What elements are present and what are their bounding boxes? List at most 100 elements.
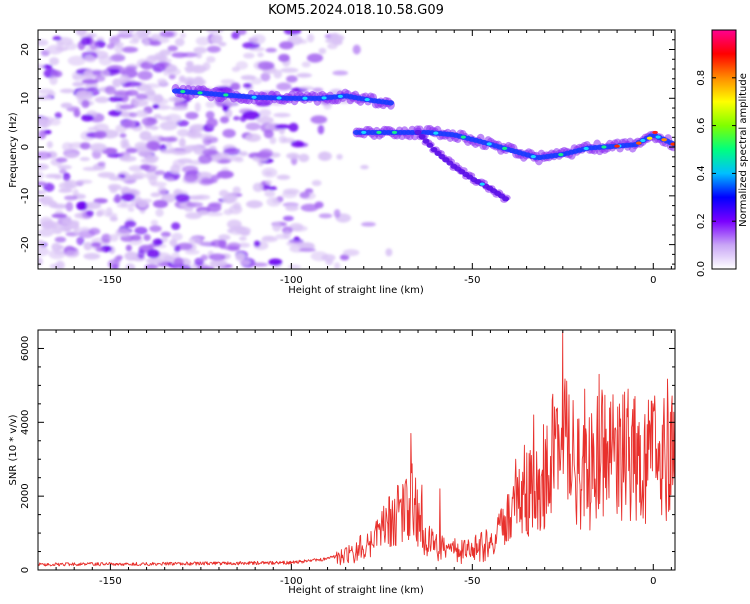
noise-blob [307,33,315,43]
noise-blob [311,179,322,187]
noise-blobs [38,30,393,269]
noise-blob [360,164,369,170]
noise-blob [54,112,62,119]
noise-blob [38,239,45,248]
ridge-peak [486,142,492,146]
noise-blob [83,69,93,78]
noise-blob [245,122,261,131]
noise-blob [233,116,240,121]
noise-blob [81,114,94,122]
noise-blob [84,55,97,63]
noise-blob [54,236,67,243]
noise-blob [310,115,328,124]
noise-blob [327,43,338,50]
noise-blob [114,45,124,53]
noise-blob [238,242,251,248]
ridge-core [418,134,426,140]
noise-blob [122,120,136,130]
noise-blob [317,124,325,135]
noise-blob [157,61,169,69]
noise-blob [134,226,148,235]
noise-blob [171,222,181,230]
noise-blob [101,233,112,243]
ridge-peak [502,146,508,151]
noise-blob [169,239,178,247]
noise-blob [235,253,245,262]
noise-blob [202,148,218,156]
ridge-hotspot [670,142,675,146]
noise-blob [278,135,287,144]
noise-blob [336,153,343,160]
noise-blob [55,260,65,269]
noise-blob [296,73,312,78]
noise-blob [38,257,43,266]
noise-blob [306,53,324,63]
noise-blob [299,85,314,91]
noise-blob [78,229,96,239]
noise-blob [332,70,349,76]
noise-blob [116,32,134,39]
colorbar-frame [711,29,737,270]
noise-blob [245,133,261,142]
noise-blob [206,56,216,63]
noise-blob [252,182,264,192]
ridge-peak [433,131,439,135]
noise-blob [170,106,189,111]
spectrogram-xlabel: Height of straight line (km) [288,285,424,296]
noise-blob [159,121,178,131]
noise-blob [129,39,139,45]
noise-blob [271,198,280,204]
ridge-core [430,146,438,153]
noise-blob [299,191,310,199]
noise-blob [79,142,91,150]
noise-blob [125,263,136,269]
noise-blob [38,151,52,160]
y-tick-label: 4000 [20,410,31,435]
ridge-peak [321,96,327,100]
noise-blob [83,252,101,260]
noise-blob [206,203,222,213]
noise-blob [279,41,294,50]
noise-blob [98,55,113,66]
noise-blob [282,188,300,195]
noise-blob [150,33,161,41]
noise-blob [264,190,276,197]
noise-blob [56,218,73,228]
noise-blob [73,224,80,235]
noise-blob [38,63,45,70]
noise-blob [197,241,212,247]
noise-blob [80,36,92,46]
noise-blob [150,192,161,198]
noise-blob [40,196,51,207]
noise-blob [60,102,73,109]
noise-blob [197,210,209,216]
noise-blob [38,95,52,101]
noise-blob [90,242,102,248]
noise-blob [282,230,292,240]
noise-blob [159,80,168,85]
noise-blob [242,110,261,120]
ridge-peak [361,130,367,135]
noise-blob [251,34,266,45]
noise-blob [132,99,149,107]
noise-blob [139,130,152,141]
noise-blob [230,82,241,91]
noise-blob [280,67,299,73]
noise-blob [113,90,130,97]
noise-blob [145,55,158,64]
noise-blob [286,240,304,247]
ridge-core [422,138,430,144]
noise-blob [154,170,166,176]
noise-blob [158,116,172,121]
noise-blob [318,213,333,219]
noise-blob [152,104,160,109]
noise-blob [331,34,345,42]
noise-blob [165,113,182,124]
noise-blob [218,234,231,241]
noise-blob [310,251,329,262]
colorbar-tick-label: 0.4 [696,165,707,181]
noise-blob [312,87,324,93]
noise-blob [223,147,241,156]
noise-blob [209,259,228,268]
ridge-core [414,129,422,136]
